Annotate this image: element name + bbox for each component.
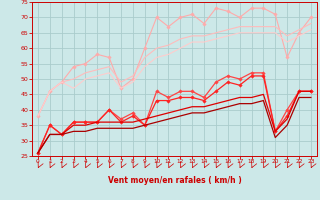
X-axis label: Vent moyen/en rafales ( km/h ): Vent moyen/en rafales ( km/h ): [108, 176, 241, 185]
